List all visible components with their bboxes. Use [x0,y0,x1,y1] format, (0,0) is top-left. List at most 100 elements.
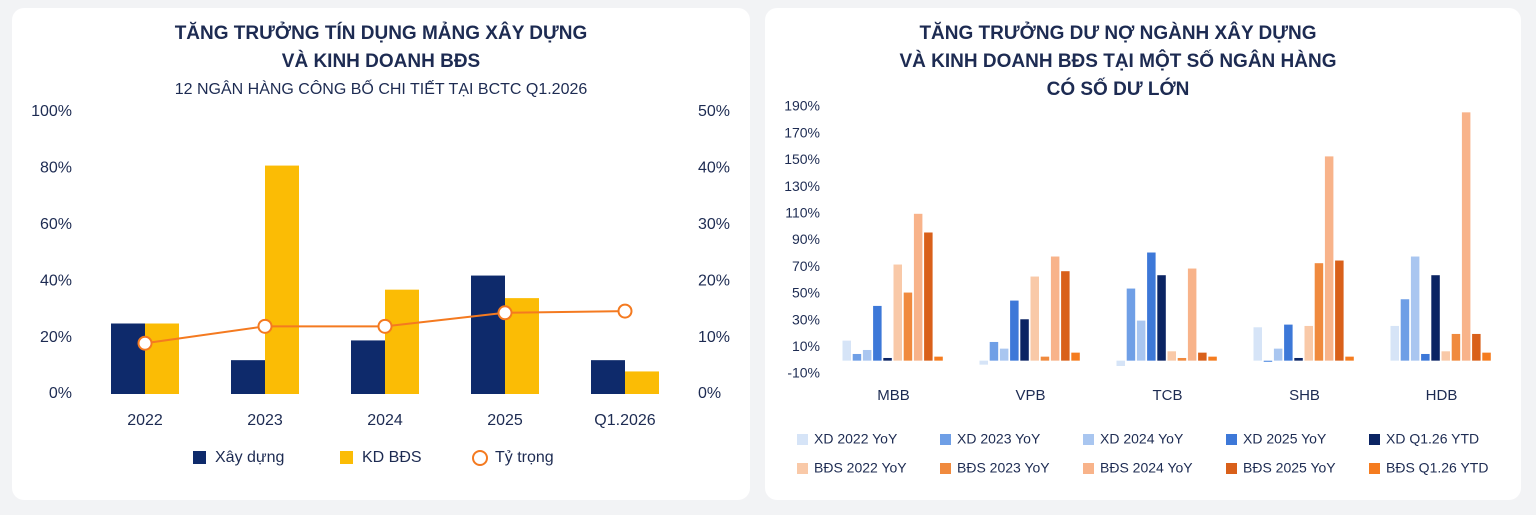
bar [979,360,988,365]
y-tick-label: 80% [40,160,72,177]
x-tick-label: HDB [1426,387,1458,404]
legend-swatch [1369,463,1380,474]
bar [883,357,892,361]
bar [1345,356,1354,361]
x-tick-label: Q1.2026 [594,412,655,429]
bar [893,264,902,361]
line-marker [377,318,393,334]
legend-swatch [1083,463,1094,474]
bar [591,360,625,394]
legend-swatch [1226,434,1237,445]
legend-label: BĐS 2025 YoY [1243,460,1336,476]
bar [1071,352,1080,361]
bar [1263,360,1273,362]
chart-title: VÀ KINH DOANH BĐS TẠI MỘT SỐ NGÂN HÀNG [900,50,1337,72]
y2-tick-label: 10% [698,329,730,346]
y2-tick-label: 30% [698,216,730,233]
card [765,8,1521,500]
bar [1441,351,1450,361]
line-marker [617,303,633,319]
bar [1198,352,1207,361]
y-tick-label: 10% [792,338,820,354]
bar [913,213,923,361]
legend-swatch [797,463,808,474]
bar [924,232,933,361]
legend-label: BĐS Q1.26 YTD [1386,460,1488,476]
legend-label: Tỷ trọng [495,449,554,466]
legend-label: XD 2023 YoY [957,431,1041,447]
bar [1431,275,1440,361]
bar [842,340,851,361]
bar [1324,156,1334,361]
y-tick-label: 20% [40,329,72,346]
x-tick-label: 2022 [127,412,163,429]
bar [1208,356,1217,361]
bar [1040,356,1050,361]
legend-label: XD 2022 YoY [814,431,898,447]
bar [873,305,882,361]
legend-label: BĐS 2024 YoY [1100,460,1193,476]
bar [934,356,943,361]
bar [1451,333,1461,361]
bar [111,323,145,394]
y2-tick-label: 20% [698,272,730,289]
legend-label: BĐS 2023 YoY [957,460,1050,476]
bar [1400,299,1410,361]
legend-swatch [472,450,488,466]
chart-title: CÓ SỐ DƯ LỚN [1047,78,1190,100]
bar [1253,327,1262,361]
bar [852,353,862,361]
bar [989,341,999,361]
y-tick-label: 30% [792,311,820,327]
y-tick-label: 170% [784,124,820,140]
bar [265,165,299,394]
bar [1410,256,1420,361]
legend-label: XD Q1.26 YTD [1386,431,1479,447]
legend-swatch [940,463,951,474]
legend-swatch [1226,463,1237,474]
bar [1157,275,1166,361]
bar [1136,320,1146,361]
legend-label: KD BĐS [362,449,422,466]
legend-label: XD 2025 YoY [1243,431,1327,447]
legend-swatch [940,434,951,445]
bar [351,340,385,394]
y-tick-label: 0% [49,385,72,402]
x-tick-label: VPB [1015,387,1045,404]
y-tick-label: 100% [31,103,72,120]
bar [1284,324,1293,361]
legend-swatch [193,451,206,464]
bar [1421,353,1430,361]
bar [1177,357,1187,361]
bar [903,292,913,361]
y-tick-label: -10% [787,365,820,381]
bar [1116,360,1125,366]
legend-label: XD 2024 YoY [1100,431,1184,447]
bar [1482,352,1491,361]
bar [1010,300,1019,361]
bar [1126,288,1136,361]
bar [231,360,265,394]
bar [1061,271,1070,361]
bar [625,371,659,394]
bar [1461,112,1471,361]
chart-title: VÀ KINH DOANH BĐS [282,50,480,72]
bar [471,275,505,394]
bar [1273,348,1283,361]
x-tick-label: 2024 [367,412,403,429]
y-tick-label: 110% [785,205,820,221]
bar [1030,276,1039,361]
bar [1294,357,1303,361]
x-tick-label: TCB [1153,387,1183,404]
y-tick-label: 60% [40,216,72,233]
y2-tick-label: 40% [698,160,730,177]
y-tick-label: 190% [784,98,820,114]
bar [1187,268,1197,361]
bar [1335,260,1344,361]
line-marker [137,335,153,351]
bar [862,349,872,361]
y2-tick-label: 0% [698,385,721,402]
card [12,8,750,500]
bar [1050,256,1060,361]
